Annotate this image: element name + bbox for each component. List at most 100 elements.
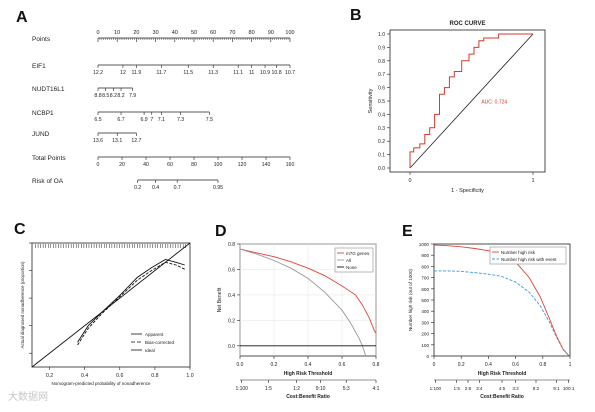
x-tick-label: 0.8 <box>539 362 546 368</box>
nomogram-tick-label: 20 <box>133 30 139 36</box>
x-tick-label: 0.4 <box>485 362 492 368</box>
x-tick-label: 0.2 <box>46 373 53 379</box>
x2-tick-label: 100:1 <box>563 386 575 391</box>
y-tick-label: 500 <box>421 298 429 303</box>
y-tick-label: 0.4 <box>228 293 235 299</box>
panel-d-decision-curve: D 0.0 0.2 0.4 0.6 0.8 0.0 0.2 0.4 0.6 0.8 High Risk… <box>215 223 380 400</box>
calibration-series-apparent <box>77 259 185 343</box>
y-tick-label: 600 <box>421 287 429 292</box>
legend-label: m7G genes <box>346 251 370 256</box>
x-tick-label: 0.4 <box>305 362 312 368</box>
nomogram-tick-label: 50 <box>191 30 197 36</box>
legend-label: All <box>346 258 351 263</box>
legend-label: Ideal <box>145 348 155 353</box>
nomogram-tick-label: 120 <box>238 162 247 168</box>
y-tick-label: 0.6 <box>378 86 385 92</box>
y-tick-label: 700 <box>421 276 429 281</box>
y-axis-label: Net Benefit <box>217 287 223 312</box>
nomogram-tick-label: 20 <box>119 162 125 168</box>
nomogram-tick-label: 40 <box>143 162 149 168</box>
x-tick-label: 0.6 <box>512 362 519 368</box>
nomogram-row-label: JUND <box>32 131 50 138</box>
clinical-impact-series-high-risk-with-event <box>434 270 569 356</box>
nomogram-tick-label: 7.5 <box>206 117 213 123</box>
y-axis-label: Number high risk (out of 1000) <box>408 269 413 332</box>
y-tick-label: 0.1 <box>378 153 385 159</box>
y-tick-label: 0.2 <box>378 139 385 145</box>
y-tick-label: 0.0 <box>378 166 385 172</box>
nomogram-tick-label: 11.3 <box>208 70 218 76</box>
x2-axis-label: Cost:Benefit Ratio <box>286 394 330 400</box>
y-tick-label: 0.8 <box>378 59 385 65</box>
nomogram-tick-label: 10 <box>114 30 120 36</box>
x2-tick-label: 5:3 <box>343 386 350 392</box>
calibration-series-ideal <box>31 242 191 368</box>
y-tick-label: 1.0 <box>378 32 385 38</box>
nomogram-tick-label: 8.5 <box>102 93 109 99</box>
nomogram-tick-label: 6.5 <box>94 117 101 123</box>
panel-letter-d: D <box>215 223 227 240</box>
nomogram-row-label: EIF1 <box>32 63 46 70</box>
nomogram-tick-label: 11.9 <box>132 70 142 76</box>
x2-axis-label: Cost:Benefit Ratio <box>480 394 524 400</box>
nomogram-tick-label: 10.9 <box>260 70 270 76</box>
nomogram-tick-label: 13.1 <box>112 138 122 144</box>
nomogram-tick-label: 80 <box>249 30 255 36</box>
x2-tick-label: 3:2 <box>512 386 519 391</box>
nomogram-tick-label: 70 <box>229 30 235 36</box>
nomogram-tick-label: 12.2 <box>93 70 103 76</box>
nomogram-tick-label: 140 <box>262 162 271 168</box>
reference-diagonal <box>409 33 534 169</box>
nomogram-tick-label: 12.7 <box>131 138 141 144</box>
roc-curve-series <box>409 33 533 168</box>
nomogram-tick-label: 10.8 <box>272 70 282 76</box>
nomogram-tick-label: 7.9 <box>129 93 136 99</box>
y-tick-label: 100 <box>421 343 429 348</box>
nomogram-tick-label: 11.1 <box>233 70 243 76</box>
y-tick-label: 0.6 <box>228 267 235 273</box>
panel-letter-b: B <box>350 7 362 24</box>
y-tick-label: 0.9 <box>378 45 385 51</box>
nomogram-tick-label: 13.6 <box>93 138 103 144</box>
nomogram-tick-label: 40 <box>172 30 178 36</box>
nomogram-tick-label: 0 <box>97 162 100 168</box>
nomogram-tick-label: 7 <box>150 117 153 123</box>
y-axis-label: Actual diagnosed nonadherence (proportio… <box>20 261 25 348</box>
net-benefit-series-m7g-genes <box>239 248 377 334</box>
nomogram-tick-label: 90 <box>268 30 274 36</box>
nomogram-tick-label: 8.2 <box>117 93 124 99</box>
nomogram-tick-label: 8.8 <box>94 93 101 99</box>
panel-c-calibration: C 0.2 0.4 0.6 0.8 1.0 Nomogram-predicted proba… <box>14 221 194 386</box>
x-tick-label: 0 <box>433 362 436 368</box>
y-tick-label: 800 <box>421 264 429 269</box>
watermark: 大数据网 <box>8 392 48 403</box>
x2-tick-label: 1:2 <box>293 386 300 392</box>
panel-b-roc-curve: B ROC CURVE 0.0 0.1 0.2 0.3 0.4 0.5 0.6 0.7 0.8 0.9… <box>350 7 546 194</box>
x-tick-label: 1 <box>569 362 572 368</box>
x2-tick-label: 2:8 <box>465 386 472 391</box>
y-tick-label: 1000 <box>419 242 430 247</box>
x-tick-label: 1.0 <box>186 373 193 379</box>
x2-tick-label: 9:1 <box>553 386 560 391</box>
x2-tick-label: 1:100 <box>235 386 248 392</box>
x-tick-label: 0.4 <box>81 373 88 379</box>
x-tick-label: 0.8 <box>151 373 158 379</box>
legend-box <box>489 246 567 265</box>
nomogram-tick-label: 7.3 <box>177 117 184 123</box>
legend-label: Number high risk <box>501 250 536 255</box>
x2-tick-label: 4:5 <box>499 386 506 391</box>
y-tick-label: 900 <box>421 253 429 258</box>
nomogram-tick-label: 60 <box>210 30 216 36</box>
x-axis-label: High Risk Threshold <box>478 371 527 377</box>
nomogram-tick-label: 30 <box>153 30 159 36</box>
nomogram-tick-label: 12 <box>120 70 126 76</box>
x-tick-label: 0 <box>408 178 411 184</box>
nomogram-tick-label: 60 <box>167 162 173 168</box>
y-tick-label: 0.8 <box>228 242 235 248</box>
panel-letter-e: E <box>402 223 413 240</box>
x2-tick-label: 1:5 <box>265 386 272 392</box>
nomogram-tick-label: 0.4 <box>152 185 159 191</box>
x-tick-label: 0.6 <box>116 373 123 379</box>
